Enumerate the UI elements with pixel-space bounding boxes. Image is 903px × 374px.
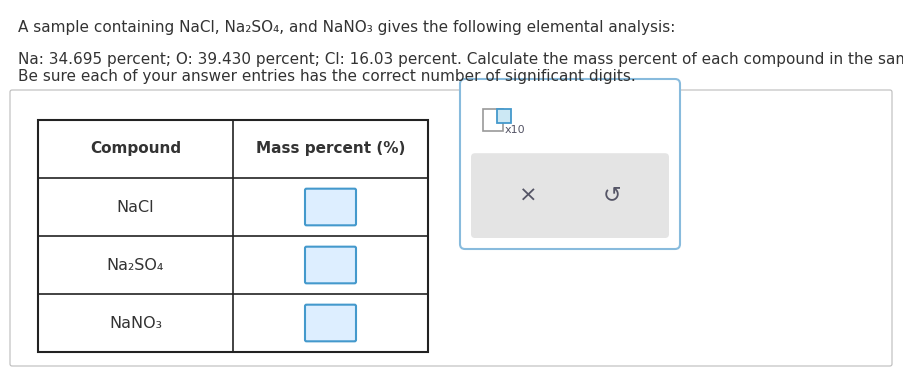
FancyBboxPatch shape bbox=[10, 90, 891, 366]
Text: Na: 34.695 percent; O: 39.430 percent; Cl: 16.03 percent. Calculate the mass per: Na: 34.695 percent; O: 39.430 percent; C… bbox=[18, 52, 903, 67]
Text: Mass percent (%): Mass percent (%) bbox=[256, 141, 405, 156]
Bar bbox=[38, 120, 427, 352]
Text: Be sure each of your answer entries has the correct number of significant digits: Be sure each of your answer entries has … bbox=[18, 69, 635, 84]
Text: ×: × bbox=[518, 186, 537, 206]
FancyBboxPatch shape bbox=[304, 188, 356, 225]
Text: Na₂SO₄: Na₂SO₄ bbox=[107, 258, 164, 273]
Text: Compound: Compound bbox=[89, 141, 181, 156]
FancyBboxPatch shape bbox=[304, 247, 356, 283]
Text: NaNO₃: NaNO₃ bbox=[109, 316, 162, 331]
Text: x10: x10 bbox=[505, 125, 525, 135]
Text: ↺: ↺ bbox=[601, 186, 620, 206]
FancyBboxPatch shape bbox=[470, 153, 668, 238]
FancyBboxPatch shape bbox=[460, 79, 679, 249]
Bar bbox=[497, 109, 510, 123]
Text: A sample containing NaCl, Na₂SO₄, and NaNO₃ gives the following elemental analys: A sample containing NaCl, Na₂SO₄, and Na… bbox=[18, 20, 675, 35]
FancyBboxPatch shape bbox=[304, 305, 356, 341]
Text: NaCl: NaCl bbox=[116, 199, 154, 215]
Bar bbox=[482, 109, 502, 131]
